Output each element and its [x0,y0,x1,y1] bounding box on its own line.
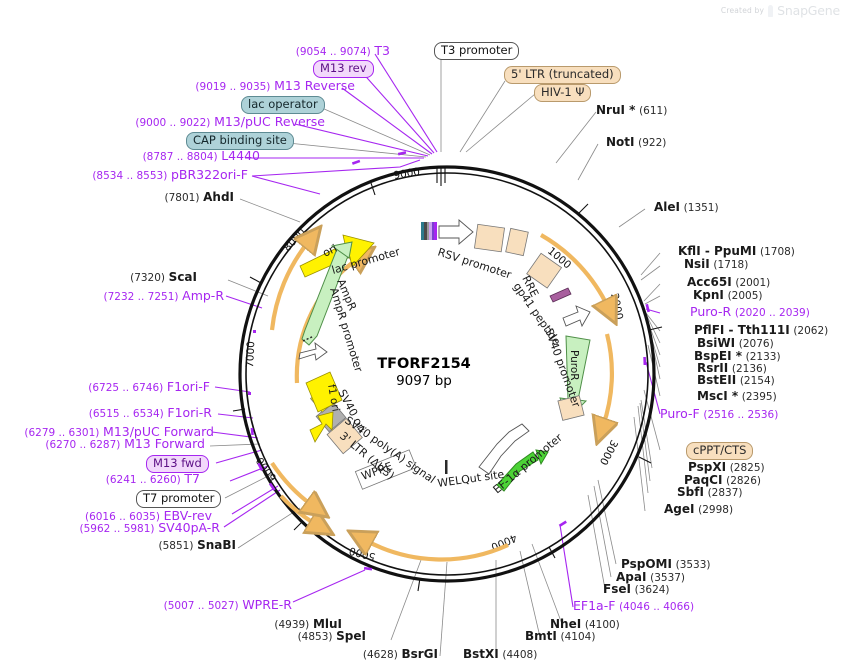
enzyme-label-bspei[interactable]: BspEI * (2133) [694,349,781,363]
snapgene-watermark: Created by SnapGene [721,3,840,18]
primer-label-f1ori-r[interactable]: (6515 .. 6534) F1ori-R [88,405,212,420]
primer-label-t3[interactable]: (9054 .. 9074) T3 [295,43,390,58]
primer-label-m13-puc-reverse[interactable]: (9000 .. 9022) M13/pUC Reverse [135,114,325,129]
enzyme-label-noti[interactable]: NotI (922) [606,135,667,149]
enzyme-label-pflfi-tth111i[interactable]: PflFI - Tth111I (2062) [694,323,829,337]
enzyme-label-bstxi[interactable]: BstXI (4408) [463,647,538,661]
snapgene-logo-icon [768,4,774,17]
enzyme-label-ahdi[interactable]: (7801) AhdI [164,190,234,204]
enzyme-label-mlui[interactable]: (4939) MluI [274,617,342,631]
inner-label-ori: ori [321,242,340,260]
enzyme-label-msci[interactable]: MscI * (2395) [697,389,777,403]
svg-text:3000: 3000 [597,438,620,467]
primer-label-sv40pa-r[interactable]: (5962 .. 5981) SV40pA-R [79,520,220,535]
enzyme-label-nhei[interactable]: NheI (4100) [550,617,620,631]
svg-text:9000: 9000 [393,166,421,182]
inner-label-rsv-promoter: RSV promoter [436,245,513,281]
enzyme-label-pspxi[interactable]: PspXI (2825) [688,460,765,474]
enzyme-label-rsrii[interactable]: RsrII (2136) [697,361,767,375]
enzyme-label-sbfi[interactable]: SbfI (2837) [677,485,743,499]
watermark-brand: SnapGene [777,3,840,18]
enzyme-label-snabi[interactable]: (5851) SnaBI [158,538,236,552]
inner-label-f1-ori: f1 ori [325,383,342,412]
enzyme-label-pspomi[interactable]: PspOMI (3533) [621,557,711,571]
primer-label-t7[interactable]: (6241 .. 6260) T7 [105,471,200,486]
enzyme-label-kpni[interactable]: KpnI (2005) [693,288,763,302]
feature-label-cppt-cts[interactable]: cPPT/CTS [686,442,754,461]
enzyme-label-agei[interactable]: AgeI (2998) [664,502,734,516]
feature-label-cap-binding-site[interactable]: CAP binding site [186,132,294,151]
plasmid-backbone [238,165,656,583]
enzyme-label-spei[interactable]: (4853) SpeI [297,629,366,643]
primer-label-f1ori-f[interactable]: (6725 .. 6746) F1ori-F [88,379,210,394]
enzyme-label-scai[interactable]: (7320) ScaI [130,270,197,284]
watermark-created-by: Created by [720,6,765,15]
enzyme-label-bmti[interactable]: BmtI (4104) [525,629,596,643]
enzyme-label-nrui[interactable]: NruI * (611) [596,103,668,117]
leader-lines-top [245,45,536,177]
primer-label-amp-r[interactable]: (7232 .. 7251) Amp-R [103,288,224,303]
primer-label-pbr322ori-f[interactable]: (8534 .. 8553) pBR322ori-F [92,167,248,182]
primer-label-m13-reverse[interactable]: (9019 .. 9035) M13 Reverse [195,78,355,93]
enzyme-label-bsiwi[interactable]: BsiWI (2076) [697,336,774,350]
feature-label-hiv-1-psi[interactable]: HIV-1 Ψ [534,84,592,103]
feature-label-t7-promoter[interactable]: T7 promoter [136,490,222,509]
inner-features [298,219,591,492]
primer-label-puro-r[interactable]: Puro-R (2020 .. 2039) [690,304,810,319]
primer-label-ebv-rev[interactable]: (6016 .. 6035) EBV-rev [84,508,212,523]
enzyme-label-kfli-ppumi[interactable]: KflI - PpuMI (1708) [678,244,795,258]
feature-label-5-ltr-truncated[interactable]: 5' LTR (truncated) [504,66,621,85]
feature-label-t3-promoter[interactable]: T3 promoter [434,42,520,61]
enzyme-label-bsrgi[interactable]: (4628) BsrGI [362,647,438,661]
enzyme-label-paqci[interactable]: PaqCI (2826) [684,473,762,487]
enzyme-label-bstEII[interactable]: BstEII (2154) [697,373,775,387]
site-ticks [248,151,650,571]
feature-label-m13-fwd[interactable]: M13 fwd [146,455,209,474]
inner-label-puror: PuroR [568,350,580,381]
feature-label-m13-rev[interactable]: M13 rev [313,60,374,79]
enzyme-label-acc65i[interactable]: Acc65I (2001) [687,275,771,289]
enzyme-label-fsei[interactable]: FseI (3624) [603,582,670,596]
primer-label-m13-forward[interactable]: (6270 .. 6287) M13 Forward [45,436,205,451]
enzyme-label-apai[interactable]: ApaI (3537) [616,570,686,584]
enzyme-label-nsii[interactable]: NsiI (1718) [684,257,749,271]
primer-label-l4440[interactable]: (8787 .. 8804) L4440 [142,148,260,163]
enzyme-label-alei[interactable]: AleI (1351) [654,200,719,214]
svg-text:5000: 5000 [348,544,377,563]
primer-label-m13-puc-forward[interactable]: (6279 .. 6301) M13/pUC Forward [24,424,214,439]
plasmid-name: TFORF2154 [377,356,471,372]
svg-text:2000: 2000 [608,292,625,321]
plasmid-size: 9097 bp [396,373,452,389]
primer-label-ef1a-f[interactable]: EF1a-F (4046 .. 4066) [573,598,695,613]
primer-label-puro-f[interactable]: Puro-F (2516 .. 2536) [660,406,779,421]
svg-text:7000: 7000 [244,341,257,368]
primer-label-wpre-r[interactable]: (5007 .. 5027) WPRE-R [163,597,292,612]
feature-label-lac-operator[interactable]: lac operator [241,96,325,115]
